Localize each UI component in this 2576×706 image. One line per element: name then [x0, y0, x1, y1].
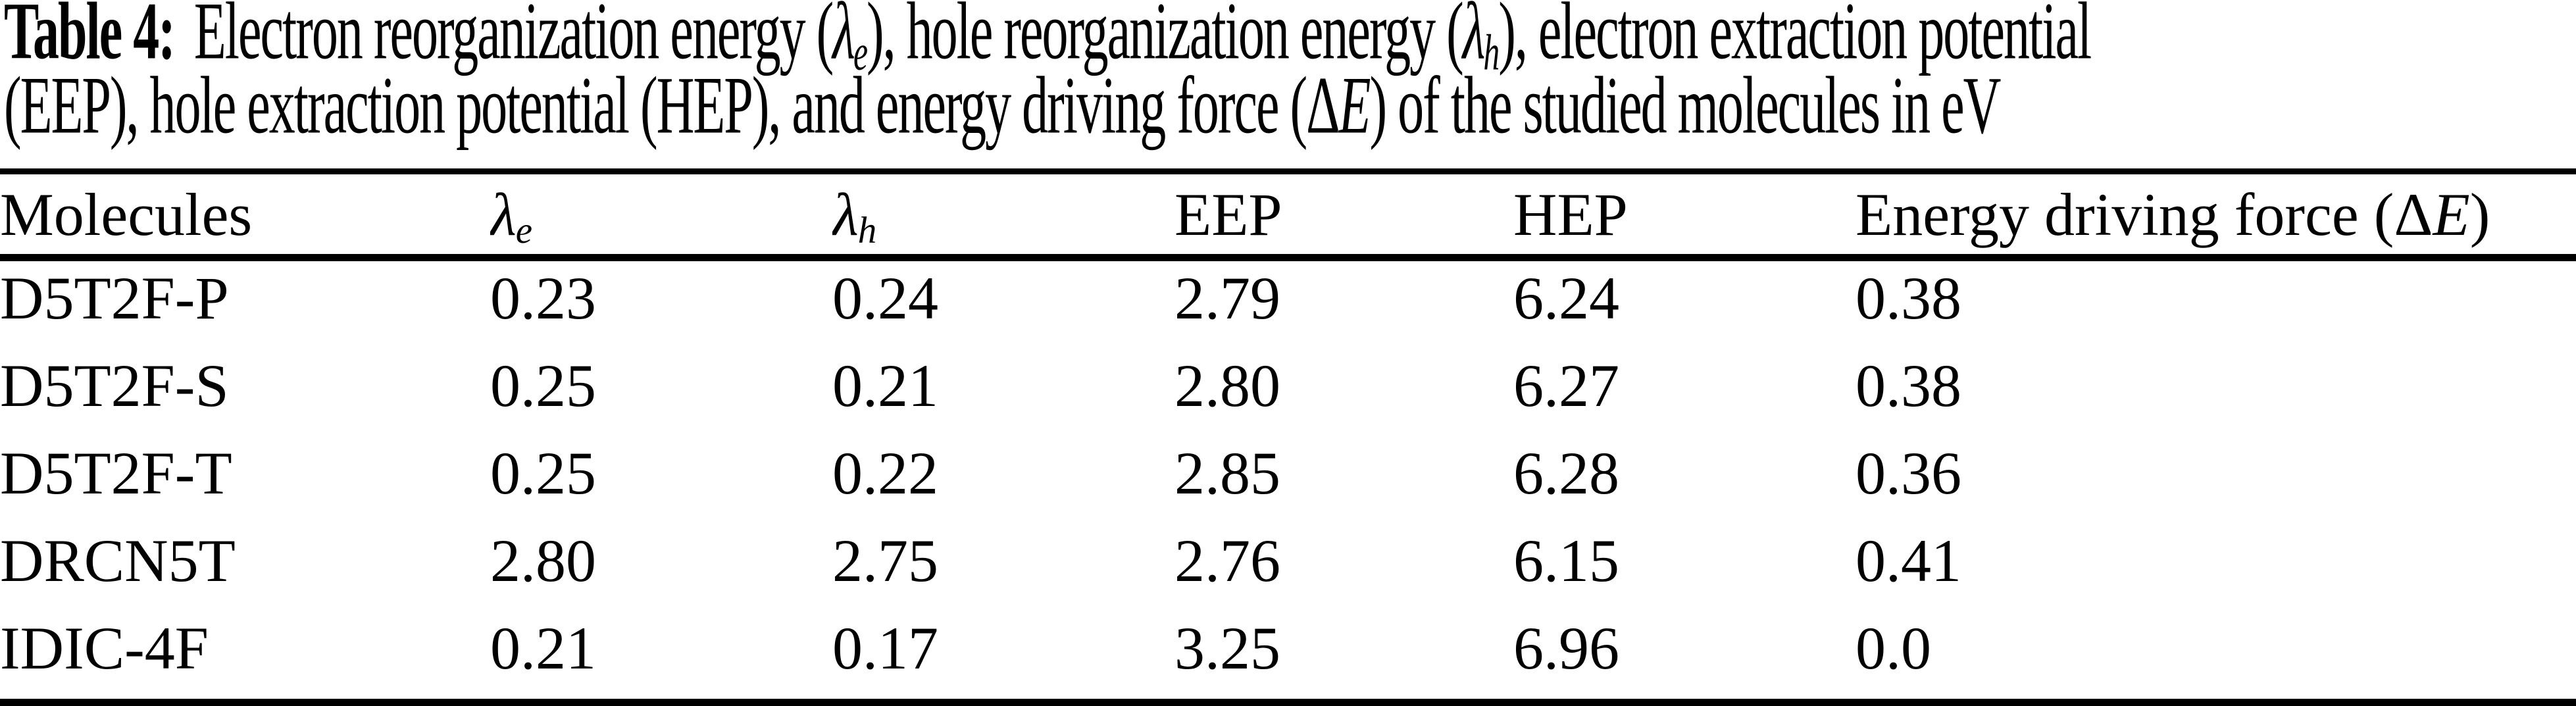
col-header-lambda-h: λh — [832, 180, 877, 252]
molecule-name-cell: DRCN5T — [0, 526, 236, 594]
driving-force-value: 0.36 — [1856, 439, 1961, 507]
table-row: D5T2F-S 0.25 0.21 2.80 6.27 0.38 — [0, 341, 2576, 429]
hep-value: 6.27 — [1513, 351, 1619, 419]
col-header-driving-force: Energy driving force (ΔE) — [1856, 180, 2490, 248]
lambda-e-value: 0.25 — [490, 351, 596, 419]
molecule-name-cell: D5T2F-P — [0, 264, 229, 332]
col-header-hep: HEP — [1513, 180, 1628, 248]
lambda-h-value: 0.22 — [832, 439, 938, 507]
eep-value: 2.76 — [1174, 526, 1280, 594]
col-header-molecules: Molecules — [0, 180, 253, 248]
table-caption-line-1: Table 4: Electron reorganization energy (… — [4, 0, 2576, 83]
driving-force-value: 0.38 — [1856, 264, 1961, 332]
table-rule-top — [0, 168, 2576, 174]
lambda-h-value: 2.75 — [832, 526, 938, 594]
eep-value: 2.79 — [1174, 264, 1280, 332]
molecule-name-cell: IDIC-4F — [0, 614, 209, 682]
driving-force-value: 0.38 — [1856, 351, 1961, 419]
hep-value: 6.15 — [1513, 526, 1619, 594]
table-caption-text-2: (EEP), hole extraction potential (HEP), … — [4, 61, 2001, 151]
lambda-e-value: 0.21 — [490, 614, 596, 682]
table-caption-line-2: (EEP), hole extraction potential (HEP), … — [4, 65, 2576, 147]
lambda-e-value: 0.25 — [490, 439, 596, 507]
driving-force-value: 0.41 — [1856, 526, 1961, 594]
results-table: Molecules λe λh EEP HEP Energy driving f… — [0, 174, 2576, 692]
eep-value: 2.80 — [1174, 351, 1280, 419]
col-header-eep: EEP — [1174, 180, 1282, 248]
lambda-h-value: 0.17 — [832, 614, 938, 682]
col-header-lambda-e: λe — [490, 180, 533, 252]
table-header-row: Molecules λe λh EEP HEP Energy driving f… — [0, 174, 2576, 254]
driving-force-value: 0.0 — [1856, 614, 1931, 682]
lambda-h-value: 0.21 — [832, 351, 938, 419]
table-row: IDIC-4F 0.21 0.17 3.25 6.96 0.0 — [0, 604, 2576, 692]
hep-value: 6.96 — [1513, 614, 1619, 682]
table-caption-label: Table 4: — [4, 0, 176, 77]
table-row: DRCN5T 2.80 2.75 2.76 6.15 0.41 — [0, 517, 2576, 604]
lambda-e-value: 0.23 — [490, 264, 596, 332]
table-rule-header-divider — [0, 254, 2576, 261]
molecule-name-cell: D5T2F-S — [0, 351, 229, 419]
eep-value: 3.25 — [1174, 614, 1280, 682]
hep-value: 6.28 — [1513, 439, 1619, 507]
hep-value: 6.24 — [1513, 264, 1619, 332]
lambda-h-value: 0.24 — [832, 264, 938, 332]
molecule-name-cell: D5T2F-T — [0, 439, 232, 507]
table-row: D5T2F-T 0.25 0.22 2.85 6.28 0.36 — [0, 429, 2576, 517]
table-row: D5T2F-P 0.23 0.24 2.79 6.24 0.38 — [0, 254, 2576, 341]
table-rule-bottom — [0, 699, 2576, 706]
table-caption-text-1: Electron reorganization energy (λe), hol… — [193, 0, 2092, 81]
eep-value: 2.85 — [1174, 439, 1280, 507]
lambda-e-value: 2.80 — [490, 526, 596, 594]
